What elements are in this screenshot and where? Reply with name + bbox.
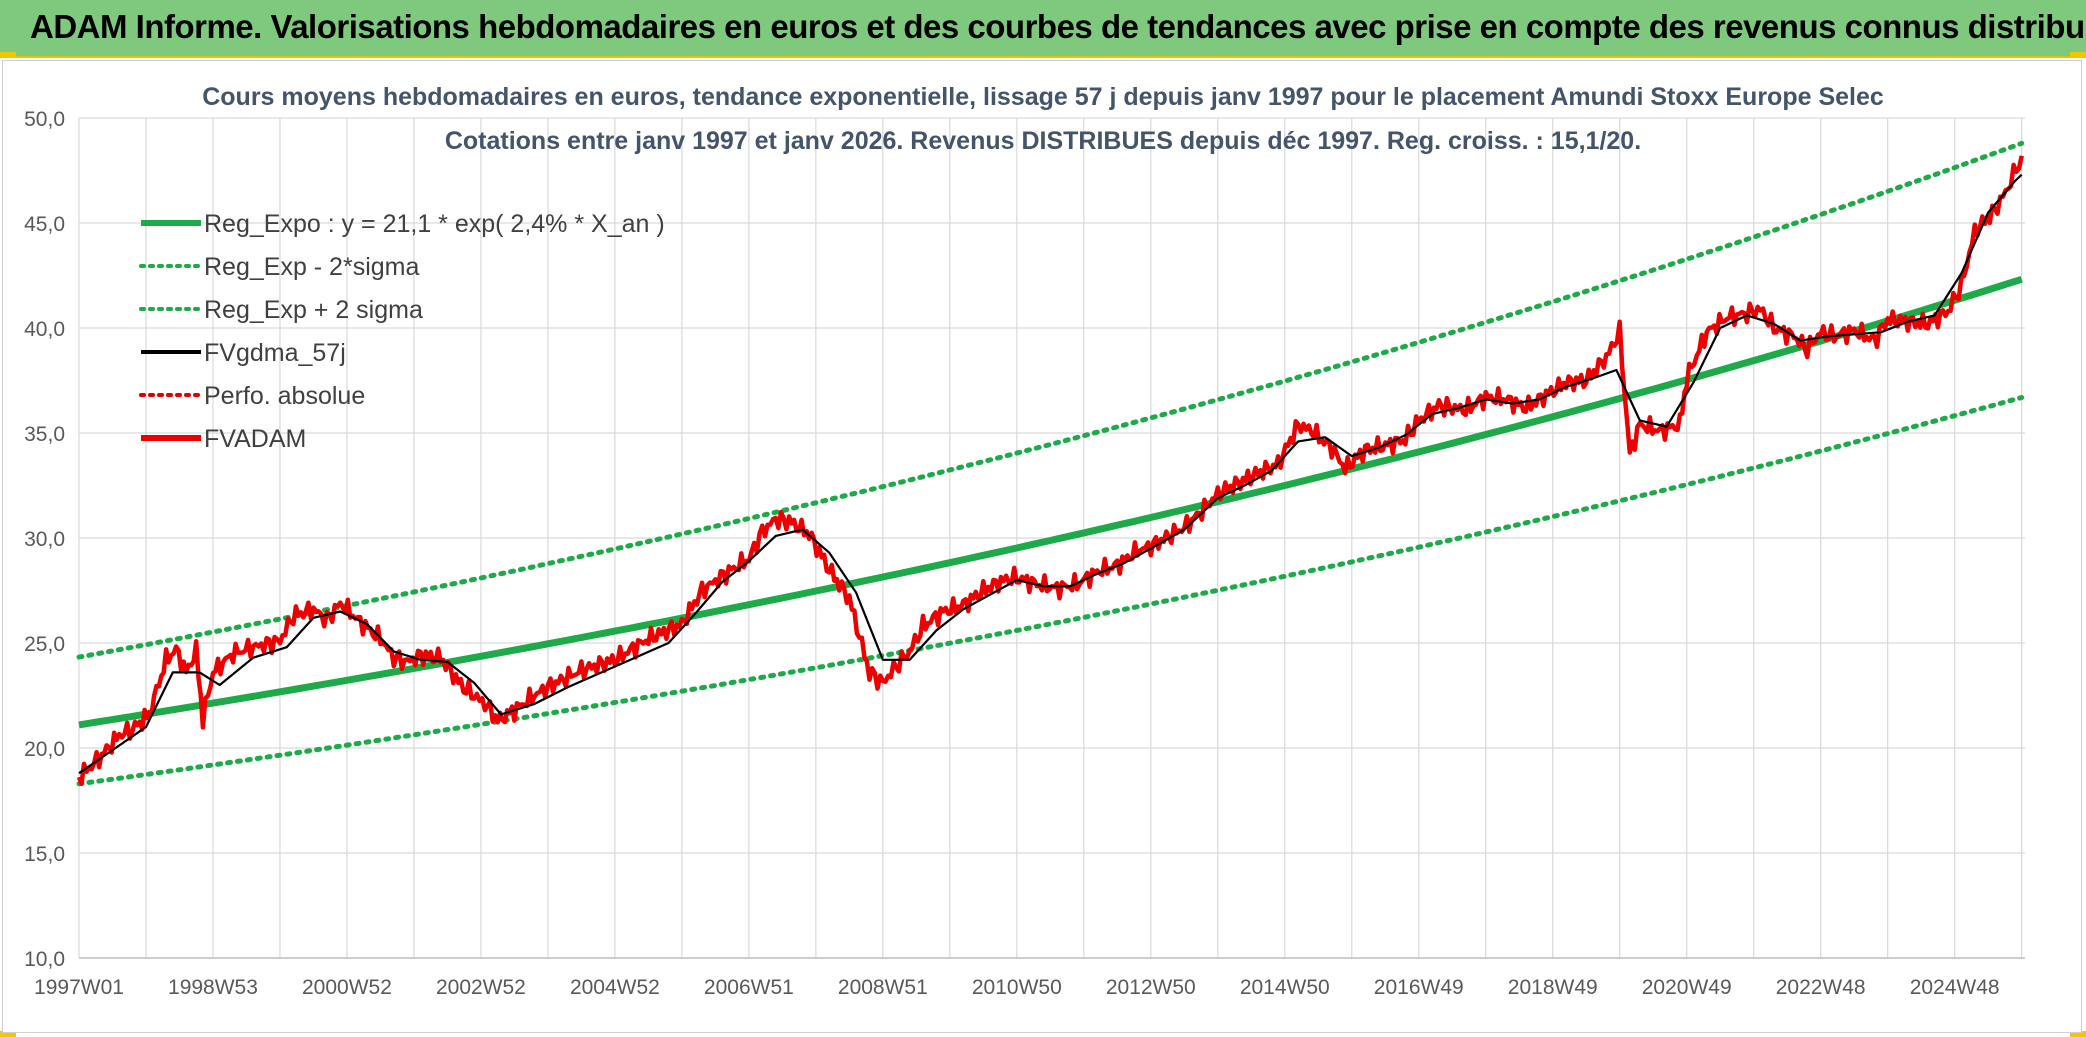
y-axis-ticks: 10,0 15,0 20,0 25,0 30,0 35,0 40,0 45,0 50,0 (24, 108, 65, 971)
y-tick-label: 15,0 (24, 843, 65, 866)
x-tick-label: 2018W49 (1508, 976, 1598, 999)
legend-label-upper: Reg_Exp + 2 sigma (204, 296, 423, 324)
lower-sigma-line (76, 395, 2025, 787)
chart-titles: Cours moyens hebdomadaires en euros, ten… (202, 83, 1884, 155)
x-tick-label: 2024W48 (1910, 976, 2000, 999)
y-tick-label: 40,0 (24, 318, 65, 341)
legend-label-fvadam: FVADAM (204, 425, 306, 453)
y-tick-label: 20,0 (24, 738, 65, 761)
corner-marker-top-right (2070, 52, 2086, 58)
fvadam-line (76, 155, 2024, 787)
x-axis-ticks: 1997W01 1998W53 2000W52 2002W52 2004W52 2006W… (34, 976, 2000, 999)
y-tick-label: 50,0 (24, 108, 65, 131)
smoothed-line (78, 173, 2023, 775)
legend-label-reg: Reg_Expo : y = 21,1 * exp( 2,4% * X_an ) (204, 210, 665, 238)
series-lines (76, 140, 2025, 787)
report-title: ADAM Informe. Valorisations hebdomadaire… (30, 8, 2086, 45)
x-tick-label: 2016W49 (1374, 976, 1464, 999)
corner-marker-top-left (0, 52, 16, 58)
chart-title: Cours moyens hebdomadaires en euros, ten… (202, 83, 1884, 111)
y-tick-label: 30,0 (24, 528, 65, 551)
y-tick-label: 45,0 (24, 213, 65, 236)
y-tick-label: 25,0 (24, 633, 65, 656)
legend-label-smooth: FVgdma_57j (204, 339, 346, 367)
x-tick-label: 2020W49 (1642, 976, 1732, 999)
legend-label-perf: Perfo. absolue (204, 382, 365, 410)
upper-sigma-line (76, 140, 2025, 660)
x-tick-label: 2010W50 (972, 976, 1062, 999)
x-tick-label: 1997W01 (34, 976, 124, 999)
x-tick-label: 2004W52 (570, 976, 660, 999)
chart-legend: Reg_Expo : y = 21,1 * exp( 2,4% * X_an )… (139, 210, 665, 453)
x-tick-label: 2022W48 (1776, 976, 1866, 999)
report-header: ADAM Informe. Valorisations hebdomadaire… (0, 0, 2086, 58)
y-tick-label: 10,0 (24, 948, 65, 971)
chart-area: 10,0 15,0 20,0 25,0 30,0 35,0 40,0 45,0 50,0 199… (2, 60, 2082, 1033)
x-tick-label: 2012W50 (1106, 976, 1196, 999)
y-tick-label: 35,0 (24, 423, 65, 446)
x-tick-label: 1998W53 (168, 976, 258, 999)
x-tick-label: 2008W51 (838, 976, 928, 999)
x-tick-label: 2002W52 (436, 976, 526, 999)
trend-line-chart: 10,0 15,0 20,0 25,0 30,0 35,0 40,0 45,0 50,0 199… (24, 83, 2025, 999)
chart-subtitle: Cotations entre janv 1997 et janv 2026. … (445, 127, 1641, 155)
x-tick-label: 2006W51 (704, 976, 794, 999)
corner-marker-bottom-left (0, 1031, 16, 1037)
corner-marker-bottom-right (2070, 1031, 2086, 1037)
x-tick-label: 2014W50 (1240, 976, 1330, 999)
legend-label-lower: Reg_Exp - 2*sigma (204, 253, 419, 281)
x-tick-label: 2000W52 (302, 976, 392, 999)
regression-line (78, 275, 2023, 729)
